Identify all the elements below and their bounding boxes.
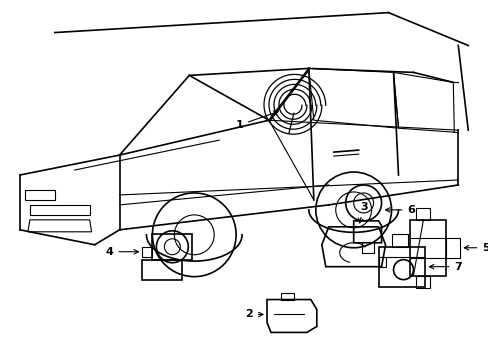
Text: 7: 7 (428, 262, 461, 272)
Text: 1: 1 (235, 111, 278, 130)
Text: 5: 5 (463, 243, 488, 253)
Text: 4: 4 (105, 247, 138, 257)
Text: 2: 2 (244, 310, 263, 319)
Text: 6: 6 (385, 205, 414, 215)
Text: 3: 3 (358, 202, 366, 223)
